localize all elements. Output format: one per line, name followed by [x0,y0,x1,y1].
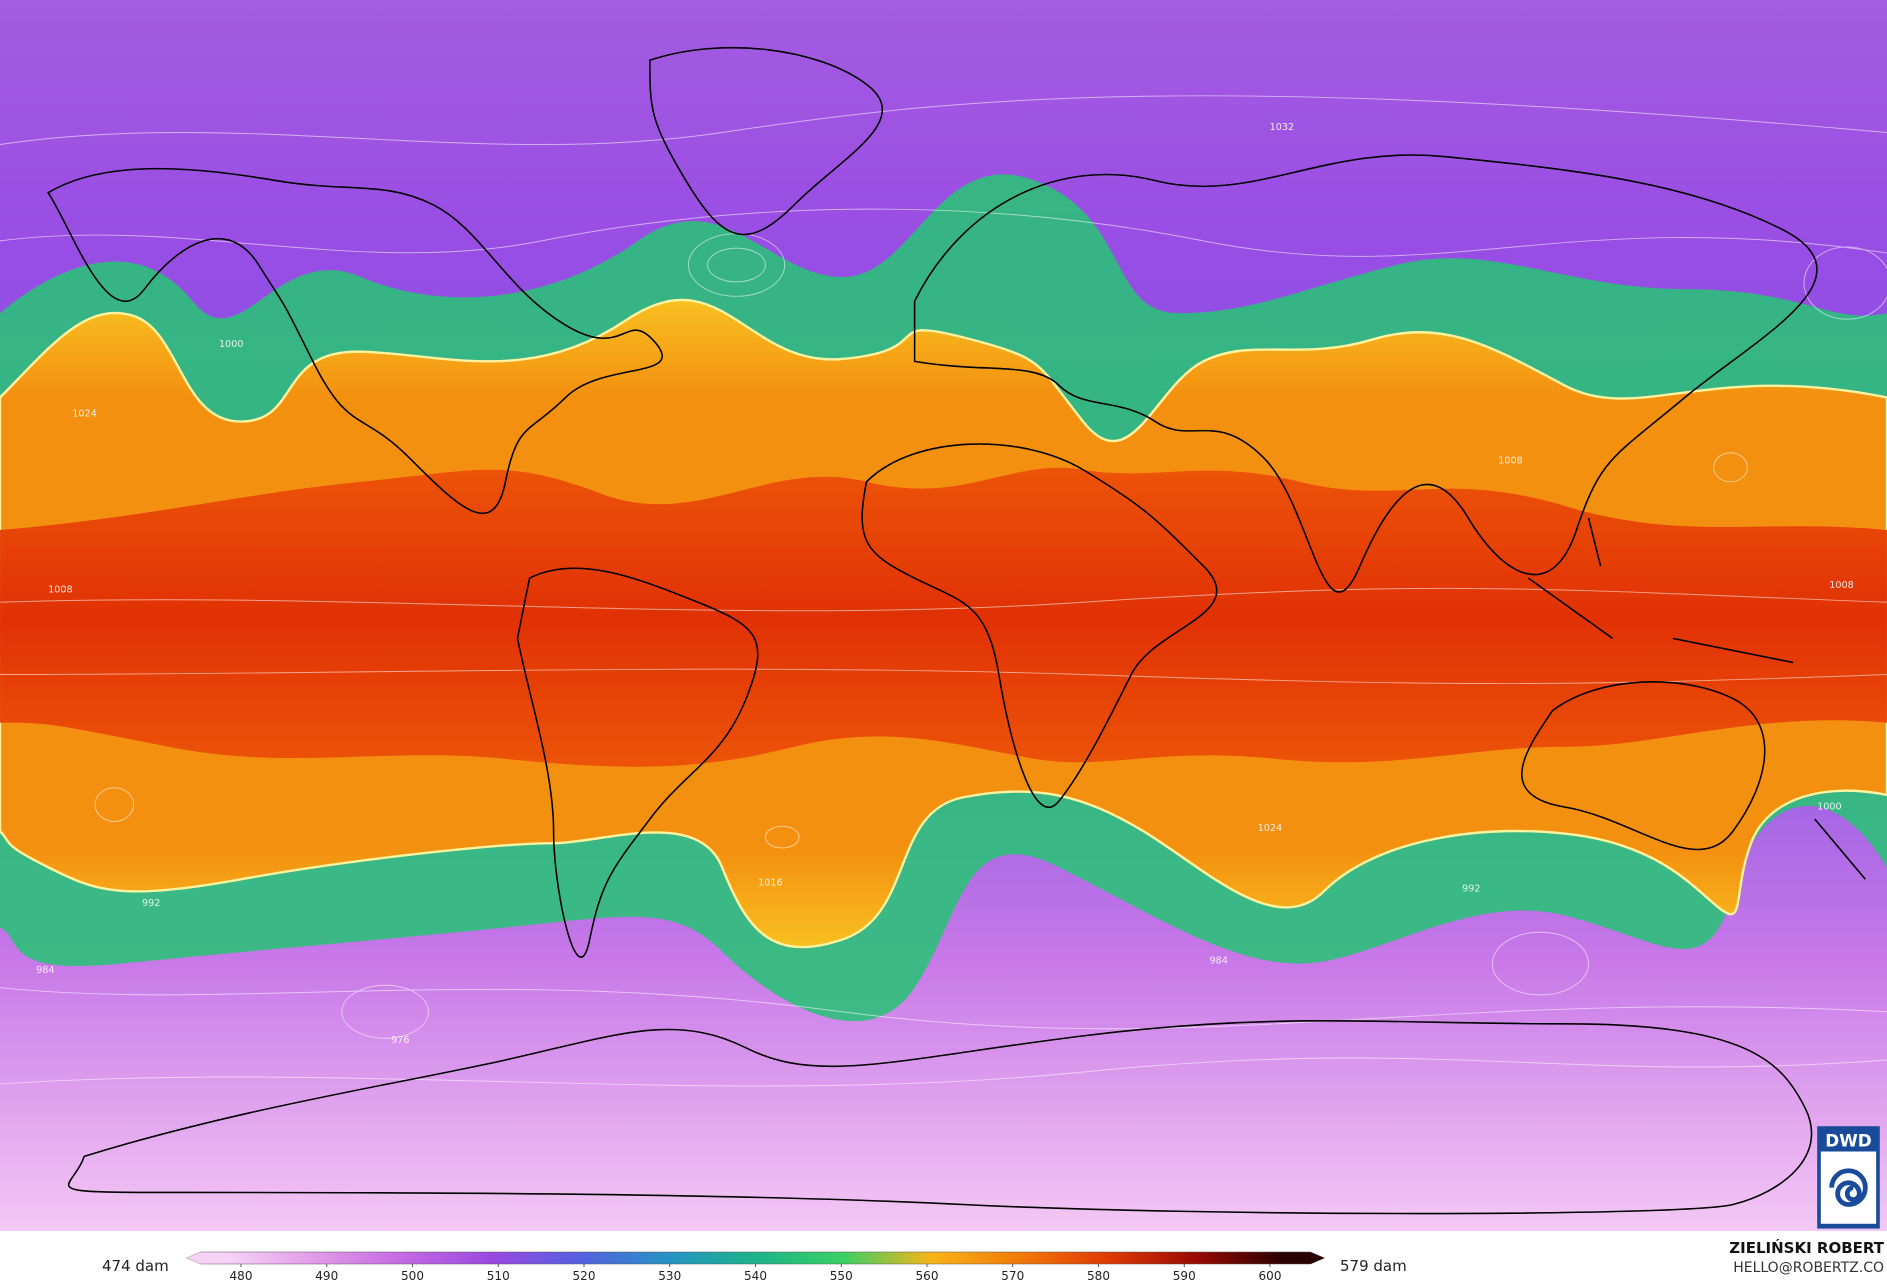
colorbar-tick-label: 560 [916,1269,939,1283]
isobar-label: 976 [391,1035,409,1046]
isobars [0,95,1887,1087]
isobar-label: 1008 [1498,456,1522,467]
colorbar-tick-label: 490 [315,1269,338,1283]
colorbar-bar [185,1251,1326,1265]
isobar-label: 1008 [1829,580,1853,591]
colorbar-tick-label: 570 [1001,1269,1024,1283]
hot-band [0,467,1887,767]
isobar-label: 1000 [1817,801,1841,812]
colorbar-tick-label: 530 [658,1269,681,1283]
logo-text: DWD [1825,1131,1872,1151]
colorbar-tick-label: 500 [401,1269,424,1283]
colorbar-end-high [1310,1252,1325,1264]
isobar-label: 1016 [758,877,782,888]
credit-email: HELLO@ROBERTZ.CO [1733,1260,1884,1276]
colorbar-tick-label: 510 [487,1269,510,1283]
max-label: 579 dam [1340,1257,1407,1275]
isobar-label: 1000 [219,339,243,350]
isobar-label: 1032 [1270,122,1294,133]
colorbar-tick-label: 590 [1173,1269,1196,1283]
isobar-label: 992 [142,898,160,909]
colorbar-end-low [186,1252,201,1264]
coastlines [47,46,1866,1215]
colorbar-tick-label: 580 [1087,1269,1110,1283]
map: 1008 1024 1000 992 984 976 1016 1032 1008 1000 992… [0,0,1887,1231]
isobar-label: 984 [36,965,54,976]
colorbar-tick-label: 480 [230,1269,253,1283]
legend: 474 dam 579 dam ZIELIŃSKI ROBERT HELLO@R… [102,1238,1885,1283]
min-label: 474 dam [102,1257,169,1275]
dwd-logo: DWD [1817,1126,1880,1229]
colorbar-tick-label: 520 [573,1269,596,1283]
isobar-label: 1024 [72,409,96,420]
colorbar-tick-label: 540 [744,1269,767,1283]
isobar-label: 1008 [48,585,72,596]
credit-name: ZIELIŃSKI ROBERT [1729,1238,1884,1257]
isobar-label: 992 [1462,883,1480,894]
colorbar-tick-label: 600 [1259,1269,1282,1283]
isobar-label: 984 [1209,956,1227,967]
isobar-label: 1024 [1258,823,1282,834]
colorbar-tick-label: 550 [830,1269,853,1283]
isobar-labels: 1008 1024 1000 992 984 976 1016 1032 1008 1000 992… [36,122,1854,1046]
colorbar: 480 490 500 510 520 530 540 550 560 570 580 590 600 [185,1251,1326,1283]
